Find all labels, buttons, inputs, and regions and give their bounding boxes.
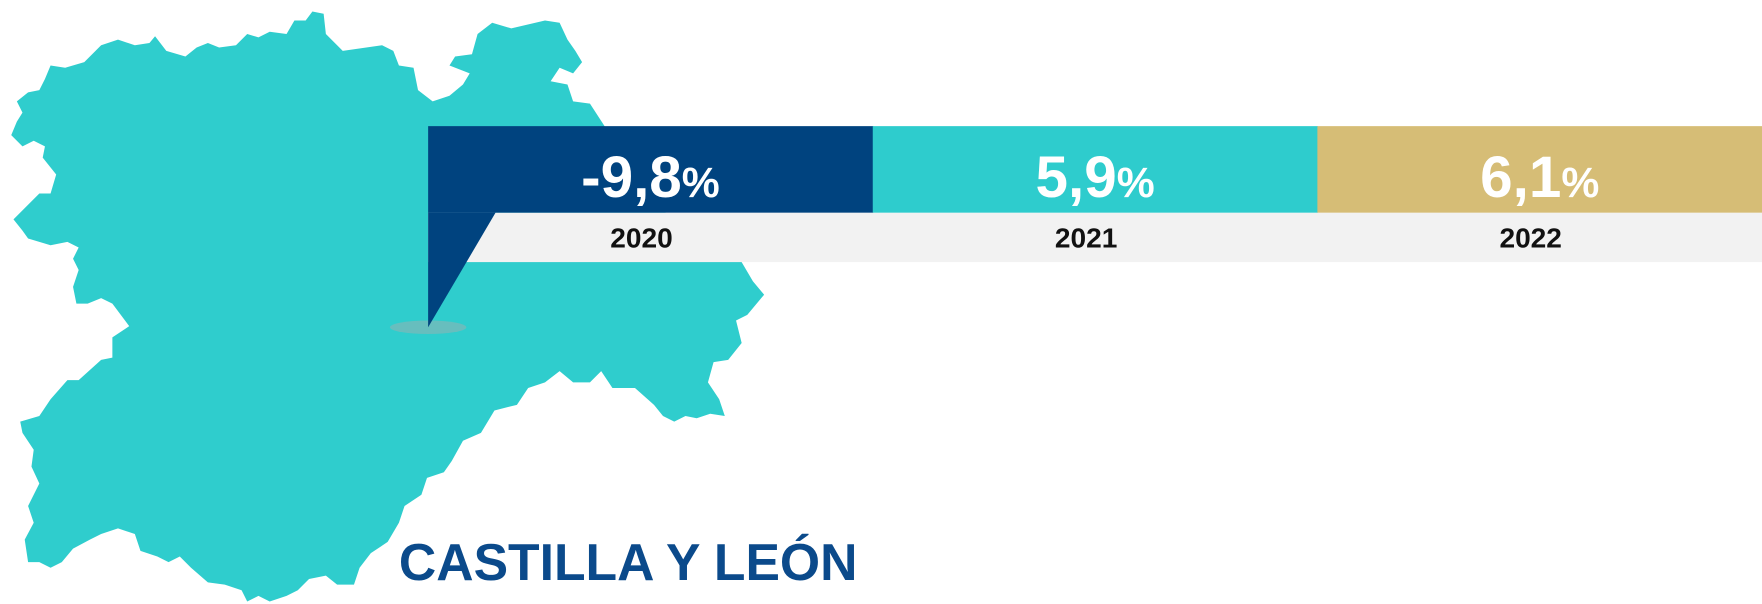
panel-year: 2022 bbox=[1499, 222, 1561, 253]
value-unit: % bbox=[682, 159, 720, 207]
panel bbox=[428, 126, 874, 213]
panel-value: 5,9% bbox=[1035, 145, 1154, 210]
panel-value: 6,1% bbox=[1480, 145, 1599, 210]
value-number: -9,8 bbox=[581, 145, 682, 210]
panel-value: -9,8% bbox=[581, 145, 720, 210]
panel bbox=[1317, 126, 1762, 213]
region-map bbox=[11, 11, 765, 602]
panel bbox=[872, 126, 1318, 213]
value-number: 6,1 bbox=[1480, 145, 1561, 210]
year-strip bbox=[428, 212, 1762, 263]
value-unit: % bbox=[1117, 159, 1155, 207]
value-unit: % bbox=[1561, 159, 1599, 207]
value-number: 5,9 bbox=[1035, 145, 1116, 210]
panel-year: 2020 bbox=[610, 222, 672, 253]
region-title: CASTILLA Y LEÓN bbox=[399, 533, 858, 591]
panel-year: 2021 bbox=[1055, 222, 1117, 253]
